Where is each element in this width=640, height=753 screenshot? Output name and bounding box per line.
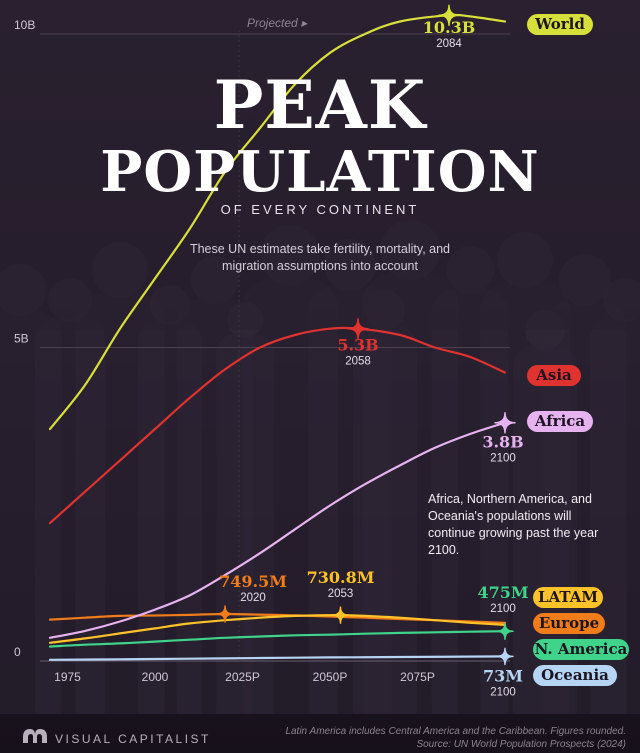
crowd-fade bbox=[0, 0, 640, 330]
annotation-note: Africa, Northern America, and Oceania's … bbox=[428, 492, 599, 557]
series-label-oceania: Oceania bbox=[533, 665, 617, 686]
peak-value-world: 10.3B bbox=[423, 18, 476, 37]
series-line-n-america bbox=[48, 630, 507, 648]
x-tick-label: 2050P bbox=[313, 670, 348, 684]
peak-marker-asia bbox=[347, 317, 369, 340]
peak-marker-world bbox=[438, 4, 460, 26]
peak-marker-africa bbox=[494, 411, 516, 434]
x-tick-label: 2000 bbox=[142, 670, 169, 684]
x-tick-label: 2025P bbox=[225, 670, 260, 684]
projected-label: Projected ▸ bbox=[247, 16, 308, 30]
peak-year-africa: 2100 bbox=[490, 453, 516, 465]
peak-marker-latam bbox=[331, 606, 350, 624]
y-tick-label: 5B bbox=[14, 332, 29, 346]
title-line-1: PEAK bbox=[213, 66, 427, 144]
series-line-africa bbox=[48, 421, 507, 639]
peak-marker-n-america bbox=[496, 622, 514, 640]
series-label-world: World bbox=[527, 14, 593, 35]
brand-name: VISUAL CAPITALIST bbox=[55, 732, 211, 746]
series-label-africa: Africa bbox=[527, 411, 593, 432]
visual-capitalist-logo-icon bbox=[23, 729, 47, 743]
peak-value-n-america: 475M bbox=[477, 583, 528, 602]
title-line-3: OF EVERY CONTINENT bbox=[220, 202, 420, 217]
crowd-body-11 bbox=[589, 317, 640, 714]
series-label-europe: Europe bbox=[533, 613, 605, 634]
peak-year-n-america: 2100 bbox=[490, 603, 516, 615]
peak-year-latam: 2053 bbox=[328, 588, 354, 600]
x-tick-label: 2075P bbox=[400, 670, 435, 684]
peak-marker-europe bbox=[216, 605, 234, 623]
peak-value-africa: 3.8B bbox=[482, 433, 523, 452]
x-tick-label: 1975 bbox=[54, 670, 81, 684]
source-citation: Source: UN World Population Prospects (2… bbox=[416, 739, 626, 750]
series-label-asia: Asia bbox=[527, 365, 581, 386]
peak-value-latam: 730.8M bbox=[307, 568, 375, 587]
subtitle: These UN estimates take fertility, morta… bbox=[189, 242, 451, 273]
peak-year-oceania: 2100 bbox=[490, 686, 516, 698]
source-note: Latin America includes Central America a… bbox=[285, 726, 626, 737]
title-line-2: POPULATION bbox=[100, 139, 540, 205]
series-line-latam bbox=[48, 614, 507, 644]
series-label-n-america: N. America bbox=[533, 639, 629, 660]
peak-value-europe: 749.5M bbox=[219, 572, 287, 591]
peak-value-oceania: 73M bbox=[483, 666, 523, 685]
peak-value-asia: 5.3B bbox=[337, 336, 378, 355]
series-line-asia bbox=[48, 326, 507, 525]
crowd-silhouette-background bbox=[0, 0, 640, 714]
y-tick-label: 0 bbox=[14, 645, 21, 659]
footer: VISUAL CAPITALIST Latin America includes… bbox=[0, 714, 640, 753]
series-line-oceania bbox=[48, 655, 507, 661]
series-label-latam: LATAM bbox=[533, 587, 603, 608]
peak-year-world: 2084 bbox=[436, 38, 462, 50]
peak-year-europe: 2020 bbox=[240, 592, 266, 604]
peak-marker-oceania bbox=[496, 647, 514, 666]
peak-year-asia: 2058 bbox=[345, 356, 371, 368]
y-tick-label: 10B bbox=[14, 18, 35, 32]
